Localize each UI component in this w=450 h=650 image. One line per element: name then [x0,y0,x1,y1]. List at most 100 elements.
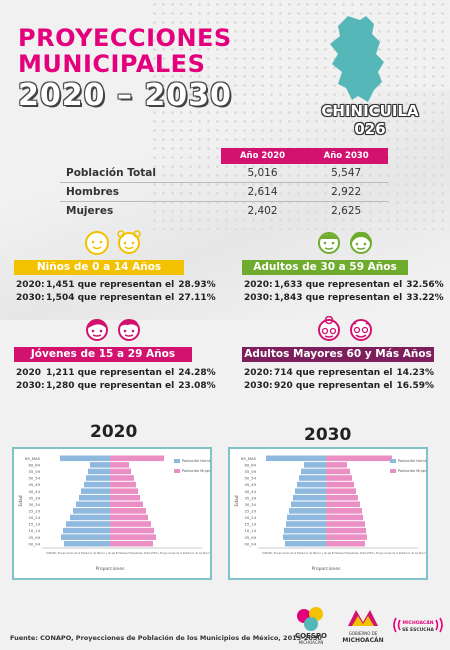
table-row: Hombres 2,614 2,922 [60,182,388,202]
stat-pct: 23.08% [178,381,216,391]
ninos-2030: 2030:1,504 que representan el 27.11% [16,293,216,303]
legend-swatch-female [390,469,396,473]
municipality-map-icon [330,16,384,102]
female-bar [326,514,363,521]
municipality-name: CHINICUILA [321,102,419,120]
male-bar [66,521,110,527]
age-tick-label: 30_34 [28,502,40,507]
x-axis-label: Proporciones [96,566,126,572]
female-bar [326,475,352,481]
stat-pct: 16.59% [396,381,435,391]
row-value-2020: 2,402 [220,201,305,220]
age-tick-label: 15_19 [244,522,256,527]
stat-pct: 14.23% [396,368,435,378]
young-woman-face-icon [86,319,108,341]
youth-faces [84,316,142,342]
age-tick-label: 05_09 [28,535,40,540]
age-tick-label: 55_59 [244,469,256,474]
male-bar [291,501,326,508]
age-tick-label: 20_24 [244,515,256,520]
jovenes-title: Jóvenes de 15 a 29 Años [14,347,192,362]
male-bar [289,508,326,514]
coespo-logo: COESPO MICHOACÁN [295,607,327,645]
female-bar [326,455,392,462]
legend-label-female: Población Mujeres [398,469,426,473]
stat-year: 2030: [16,381,45,391]
male-bar [70,514,110,521]
female-bar [326,494,358,501]
table-row: Población Total 5,016 5,547 [60,164,388,183]
baby-face-icon [85,230,109,255]
escucha-logo-text: MICHOACÁN [403,619,434,626]
age-tick-label: 10_14 [28,528,40,533]
male-bar [297,481,326,488]
adultos-2020: 2020:1,633 que representan el 32.56% [244,280,444,290]
table-row: Mujeres 2,402 2,625 [60,201,388,220]
jovenes-2030: 2030:1,280 que representan el 23.08% [16,381,216,391]
michoacan-se-escucha-logo: MICHOACÁN SE ESCUCHA [393,617,443,633]
adultos-2030: 2030:1,843 que representan el 33.22% [244,293,444,303]
female-bar [326,462,347,468]
female-bar [110,521,151,527]
coespo-logo-sub: MICHOACÁN [299,640,324,645]
male-bar [64,540,110,547]
title-line-1: PROYECCIONES [18,24,232,52]
male-bar [293,494,326,501]
young-man-face-icon [118,319,140,341]
x-axis-label: Proporciones [312,566,342,572]
stat-pct: 32.56% [406,280,444,290]
coespo-logo-text: COESPO [295,632,327,640]
row-value-2020: 2,614 [220,182,305,202]
chart-legend: Población Hombres Población Mujeres [174,459,210,473]
age-tick-label: 65_MAS [241,456,257,461]
age-tick-label: 40_44 [28,489,40,494]
age-tick-label: 40_44 [244,489,256,494]
age-tick-label: 45_49 [244,482,256,487]
male-bar [60,455,110,462]
female-bar [110,488,138,494]
female-bar [110,527,154,534]
stat-pct: 33.22% [406,293,444,303]
pyramid-2030-heading: 2030 [304,425,352,445]
male-bar [81,488,110,494]
male-bar [285,540,326,547]
stat-year: 2030: [244,293,273,303]
female-bar [326,501,360,508]
stat-text: 1,633 que representan el [274,280,403,290]
female-bar [110,455,164,462]
escucha-logo-sub: SE ESCUCHA [402,627,434,633]
stat-year: 2020: [244,368,273,378]
female-bar [110,514,148,521]
stat-pct: 27.11% [178,293,216,303]
male-bar [304,462,326,468]
legend-swatch-male [390,459,396,463]
gobierno-logo-top: GOBIERNO DE [349,631,378,636]
elder-woman-face-icon [318,316,340,341]
stat-text: 920 que representan el [274,381,393,391]
age-tick-label: 60_64 [28,463,40,468]
male-bar [76,501,110,508]
female-bar [326,488,356,494]
mayores-title: Adultos Mayores 60 y Más Años [242,347,434,362]
stat-year: 2030: [16,293,45,303]
male-bar [266,455,326,462]
footer-source: Fuente: CONAPO, Proyecciones de Població… [10,634,322,642]
age-tick-label: 05_09 [244,535,256,540]
legend-label-female: Población Mujeres [182,469,210,473]
population-table: Año 2020 Año 2030 Población Total 5,016 … [60,148,388,220]
male-bar [86,475,110,481]
male-bar [301,468,326,475]
adult-faces [316,229,374,255]
row-value-2030: 2,922 [304,182,388,202]
male-bar [61,534,110,540]
female-bar [326,521,365,527]
female-bar [110,462,129,468]
age-tick-label: 00_04 [28,541,40,546]
y-axis-label: Edad [18,495,24,506]
female-bar [110,501,143,508]
y-axis-label: Edad [234,495,240,506]
male-bar [84,481,110,488]
ninos-2020: 2020:1,451 que representan el 28.93% [16,280,216,290]
gobierno-logo-text: MICHOACÁN [342,637,383,644]
